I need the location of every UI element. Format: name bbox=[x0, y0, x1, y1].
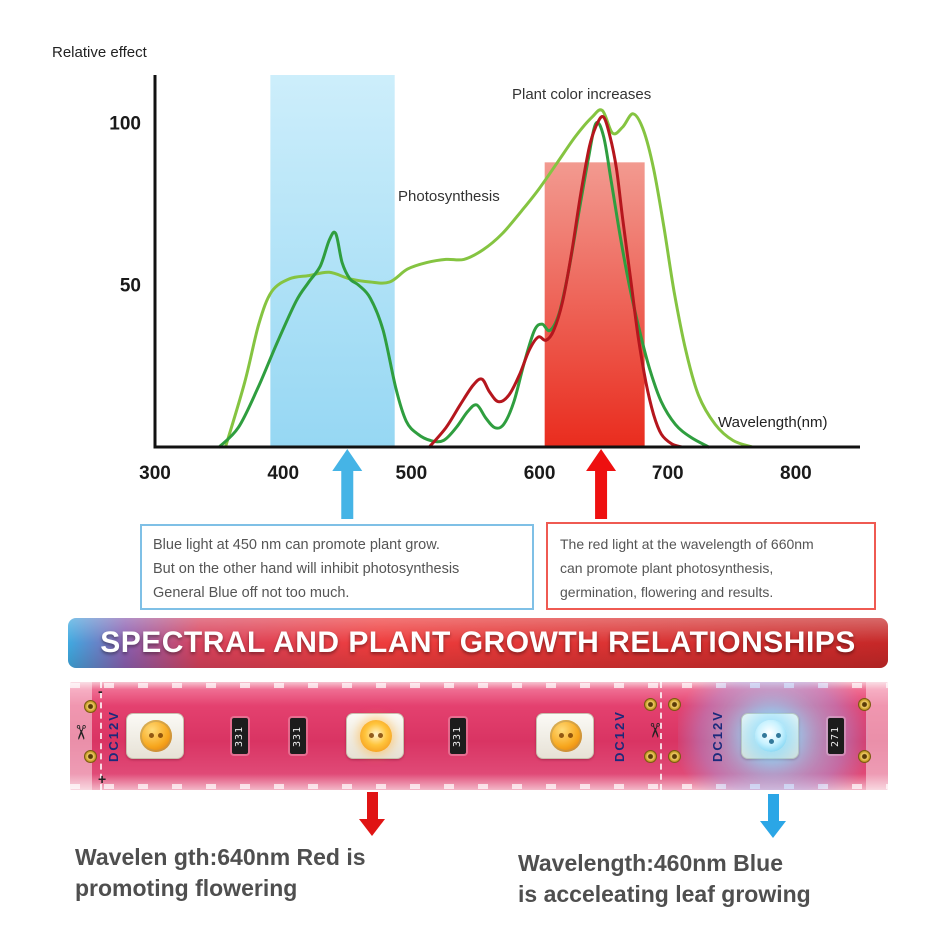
y-axis-label: Relative effect bbox=[52, 44, 147, 61]
callout-text-line: can promote plant photosynthesis, bbox=[560, 560, 774, 576]
strip-end-right bbox=[866, 682, 888, 790]
solder-pad bbox=[84, 750, 97, 763]
svg-text:400: 400 bbox=[267, 463, 299, 484]
svg-text:600: 600 bbox=[524, 463, 556, 484]
arrow-shaft bbox=[767, 794, 779, 821]
arrow-shaft bbox=[366, 792, 378, 819]
led-module bbox=[741, 713, 799, 759]
strip-rail-top bbox=[70, 683, 888, 688]
caption-line: Wavelen gth:640nm Red is bbox=[75, 844, 366, 870]
dc12v-label: DC12V bbox=[612, 710, 627, 762]
blue-down-arrow bbox=[760, 794, 786, 838]
spectral-chart-canvas: 300 400 500 600 700 800 50 100 bbox=[109, 75, 860, 519]
banner-title: SPECTRAL AND PLANT GROWTH RELATIONSHIPS bbox=[100, 626, 856, 659]
resistor: 331 bbox=[232, 718, 248, 754]
callout-text-line: germination, flowering and results. bbox=[560, 584, 774, 600]
scissors-icon: ✂ bbox=[642, 722, 665, 739]
x-axis-label: Wavelength(nm) bbox=[718, 414, 828, 431]
svg-text:700: 700 bbox=[652, 463, 684, 484]
caption-line: promoting flowering bbox=[75, 875, 298, 901]
red-led-die bbox=[550, 720, 582, 752]
led-module bbox=[346, 713, 404, 759]
polarity-minus: - bbox=[98, 683, 103, 699]
svg-text:800: 800 bbox=[780, 463, 812, 484]
blue-led-die bbox=[755, 720, 787, 752]
callout-text-line: The red light at the wavelength of 660nm bbox=[560, 536, 814, 552]
resistor: 331 bbox=[450, 718, 466, 754]
callout-text-line: Blue light at 450 nm can promote plant g… bbox=[153, 537, 440, 553]
caption-line: is acceleating leaf growing bbox=[518, 881, 811, 907]
led-module bbox=[126, 713, 184, 759]
cut-line bbox=[660, 682, 662, 790]
red-light-callout-box: The red light at the wavelength of 660nm… bbox=[546, 522, 876, 610]
svg-text:50: 50 bbox=[120, 275, 141, 296]
solder-pad bbox=[84, 700, 97, 713]
resistor-label: 271 bbox=[830, 725, 842, 747]
resistor-label: 331 bbox=[452, 725, 464, 747]
solder-pad bbox=[644, 698, 657, 711]
led-strip-photo: 331 331 331 271 DC12V DC12V DC12V ✂ ✂ - … bbox=[70, 682, 888, 790]
svg-text:500: 500 bbox=[396, 463, 428, 484]
solder-pad bbox=[858, 698, 871, 711]
resistor: 271 bbox=[828, 718, 844, 754]
red-down-arrow bbox=[359, 792, 385, 836]
scissors-icon: ✂ bbox=[70, 724, 91, 741]
red-led-die-lit bbox=[360, 720, 392, 752]
cut-line bbox=[100, 682, 102, 790]
resistor-label: 331 bbox=[234, 725, 246, 747]
solder-pad bbox=[668, 698, 681, 711]
caption-line: Wavelength:460nm Blue bbox=[518, 850, 783, 876]
dc12v-label: DC12V bbox=[106, 710, 121, 762]
arrow-head bbox=[359, 819, 385, 836]
polarity-plus: + bbox=[98, 771, 107, 787]
resistor: 331 bbox=[290, 718, 306, 754]
dc12v-label: DC12V bbox=[710, 710, 725, 762]
solder-pad bbox=[668, 750, 681, 763]
svg-text:100: 100 bbox=[109, 114, 141, 135]
title-banner: SPECTRAL AND PLANT GROWTH RELATIONSHIPS bbox=[68, 618, 888, 668]
svg-text:300: 300 bbox=[139, 463, 171, 484]
strip-rail-bottom bbox=[70, 784, 888, 789]
resistor-label: 331 bbox=[292, 725, 304, 747]
red-led-die bbox=[140, 720, 172, 752]
solder-pad bbox=[644, 750, 657, 763]
annotation-plant-color-increases: Plant color increases bbox=[512, 86, 652, 103]
callout-text-line: But on the other hand will inhibit photo… bbox=[153, 561, 460, 577]
solder-pad bbox=[858, 750, 871, 763]
blue-light-callout-box: Blue light at 450 nm can promote plant g… bbox=[140, 524, 534, 610]
blue-wavelength-caption: Wavelength:460nm Blue is acceleating lea… bbox=[518, 848, 811, 910]
led-module bbox=[536, 713, 594, 759]
callout-text-line: General Blue off not too much. bbox=[153, 585, 350, 601]
annotation-photosynthesis: Photosynthesis bbox=[398, 188, 500, 205]
red-wavelength-caption: Wavelen gth:640nm Red is promoting flowe… bbox=[75, 842, 366, 904]
arrow-head bbox=[760, 821, 786, 838]
